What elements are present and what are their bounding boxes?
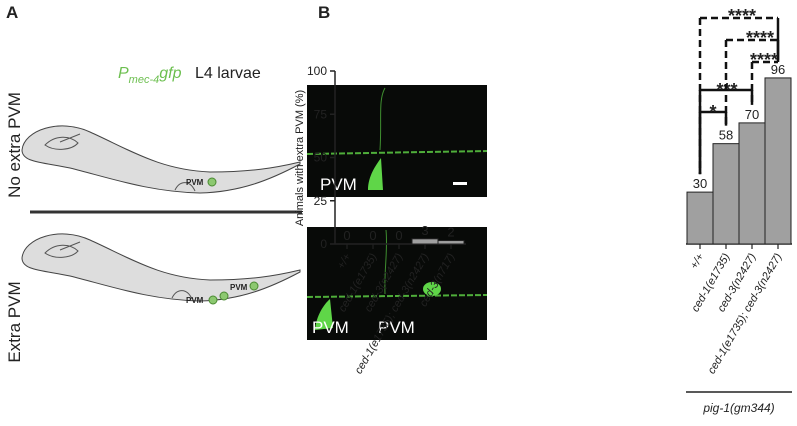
bar bbox=[764, 77, 792, 245]
y-tick-label: 25 bbox=[314, 194, 328, 208]
worm bbox=[21, 125, 301, 194]
diagram-label: PVM bbox=[186, 296, 204, 305]
photo-label: PVM bbox=[312, 318, 349, 337]
value-label: 2 bbox=[447, 225, 454, 240]
value-label: 96 bbox=[771, 62, 785, 77]
y-tick-label: 100 bbox=[307, 64, 327, 78]
panel-label: A bbox=[6, 3, 18, 22]
value-label: 0 bbox=[369, 228, 376, 243]
significance: **** bbox=[746, 28, 774, 48]
diagram-label: PVM bbox=[230, 283, 248, 292]
photo-label: PVM bbox=[320, 175, 357, 194]
value-label: 70 bbox=[745, 107, 759, 122]
bar bbox=[411, 238, 439, 245]
significance: * bbox=[709, 102, 716, 122]
y-tick-label: 50 bbox=[314, 151, 328, 165]
photo bbox=[306, 227, 488, 340]
x-tick-label: +/+ bbox=[688, 251, 707, 271]
reporter-subscript: mec-4 bbox=[129, 74, 160, 86]
y-tick-label: 0 bbox=[320, 237, 327, 251]
y-axis-label: Animals with extra PVM (%) bbox=[294, 90, 306, 226]
group-label: pig-1(gm344) bbox=[702, 401, 774, 415]
diagram-label: PVM bbox=[186, 178, 204, 187]
value-label: 58 bbox=[719, 128, 733, 143]
worm bbox=[21, 233, 301, 305]
row-title: No extra PVM bbox=[5, 92, 24, 198]
photo-label: PVM bbox=[378, 318, 415, 337]
significance: **** bbox=[750, 50, 778, 70]
stage-label: L4 larvae bbox=[195, 65, 261, 82]
bar bbox=[437, 240, 465, 245]
y-tick-label: 75 bbox=[314, 107, 328, 121]
value-label: 3 bbox=[421, 223, 428, 238]
panel-label: B bbox=[318, 3, 330, 22]
bar bbox=[686, 191, 714, 245]
bar bbox=[712, 143, 740, 245]
value-label: 0 bbox=[343, 228, 350, 243]
reporter-suffix: gfp bbox=[159, 65, 181, 82]
photo bbox=[306, 85, 488, 197]
reporter-base: P bbox=[118, 65, 129, 82]
reporter: Pmec-4gfp bbox=[118, 65, 182, 86]
row-title: Extra PVM bbox=[5, 281, 24, 362]
value-label: 30 bbox=[693, 176, 707, 191]
value-label: 0 bbox=[395, 228, 402, 243]
bar bbox=[738, 122, 766, 245]
significance: **** bbox=[728, 6, 756, 26]
